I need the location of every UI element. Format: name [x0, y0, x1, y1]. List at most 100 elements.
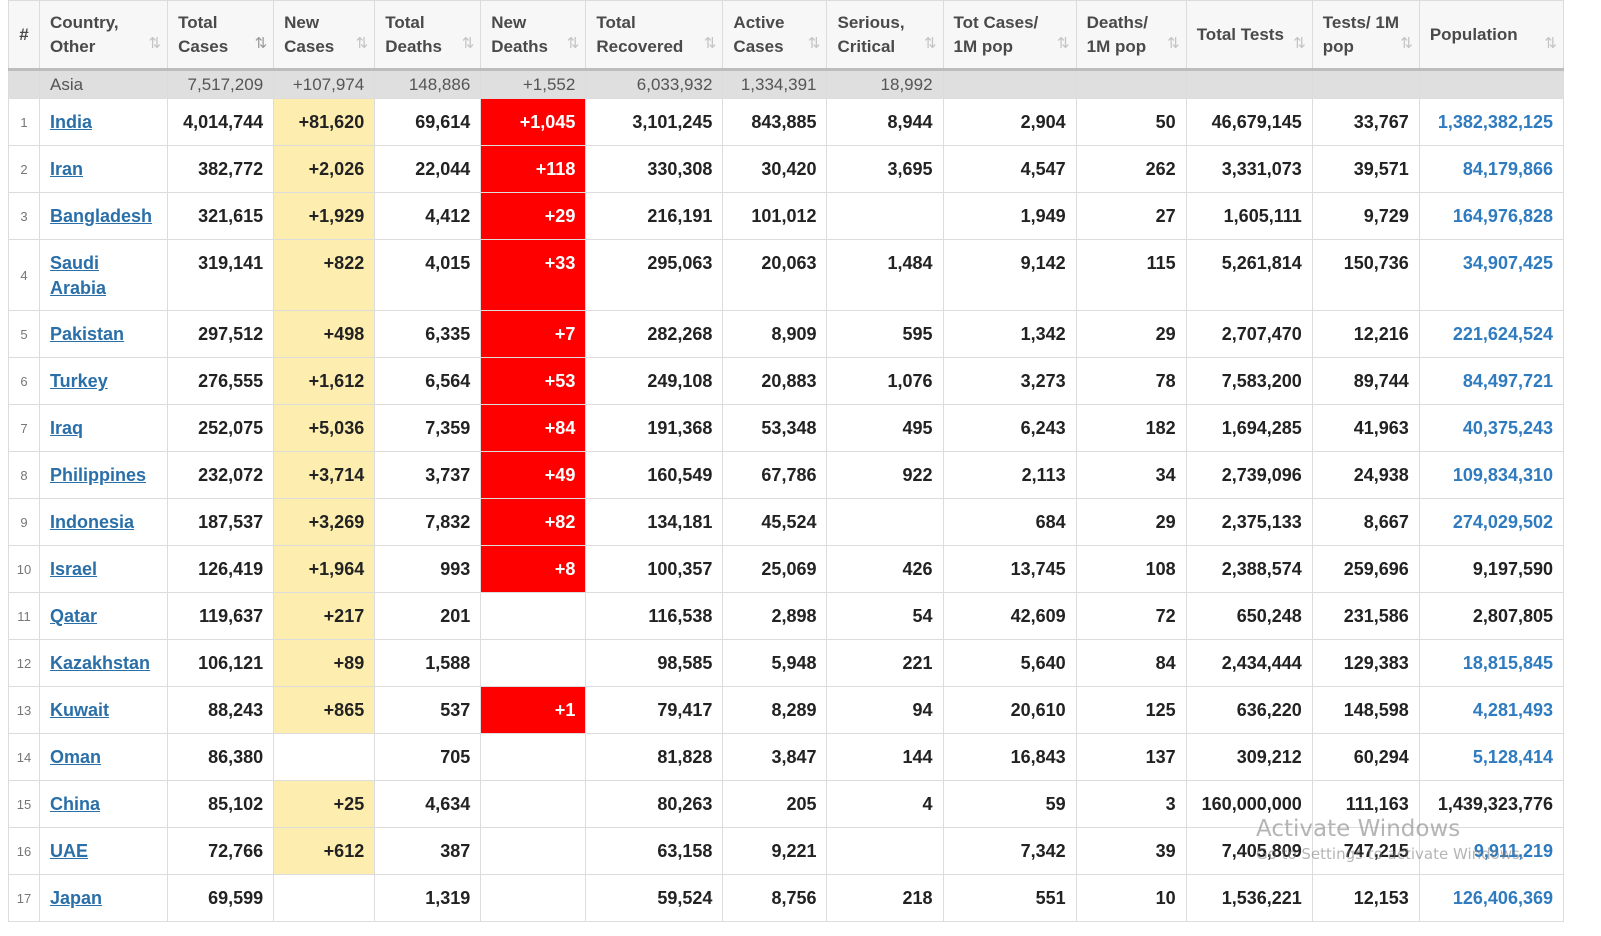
region-total-deaths: 148,886	[374, 68, 482, 99]
new-deaths-cell: +49	[480, 451, 587, 499]
table-row: 15 China 85,102 +25 4,634 80,263 205 4 59 3 160,00…	[7, 780, 1565, 828]
population-link[interactable]: 84,497,721	[1418, 357, 1565, 405]
region-tests-per-m	[1311, 68, 1420, 99]
country-cell: Saudi Arabia	[39, 239, 169, 311]
sort-icon[interactable]: ⇅	[1544, 35, 1556, 52]
population-link[interactable]: 40,375,243	[1418, 404, 1565, 452]
country-cell: China	[39, 780, 169, 828]
tests-per-m-cell: 39,571	[1311, 145, 1420, 193]
country-cell: Pakistan	[39, 310, 169, 358]
country-link[interactable]: China	[50, 794, 101, 814]
population-link[interactable]: 18,815,845	[1418, 639, 1565, 687]
country-cell: Indonesia	[39, 498, 169, 546]
population-cell: 9,197,590	[1418, 545, 1565, 593]
header-serious[interactable]: Serious, Critical ⇅	[826, 0, 944, 70]
population-link[interactable]: 126,406,369	[1418, 874, 1565, 922]
tests-per-m-cell: 129,383	[1311, 639, 1420, 687]
country-link[interactable]: India	[50, 112, 93, 132]
sort-icon[interactable]: ⇅	[807, 35, 820, 52]
total-recovered-cell: 100,357	[585, 545, 724, 593]
cases-per-m-cell: 551	[942, 874, 1077, 922]
sort-icon[interactable]: ⇅	[254, 35, 267, 52]
header-tests-per-m[interactable]: Tests/ 1M pop ⇅	[1311, 0, 1420, 70]
population-link[interactable]: 9,911,219	[1418, 827, 1565, 875]
deaths-per-m-cell: 262	[1075, 145, 1187, 193]
new-deaths-cell: +29	[480, 192, 587, 240]
header-active-cases[interactable]: Active Cases ⇅	[722, 0, 828, 70]
country-link[interactable]: Qatar	[50, 606, 98, 626]
country-link[interactable]: Oman	[50, 747, 102, 767]
sort-icon[interactable]: ⇅	[1167, 35, 1179, 52]
header-cases-per-m[interactable]: Tot Cases/ 1M pop ⇅	[942, 0, 1077, 70]
header-country[interactable]: Country, Other ⇅	[39, 0, 169, 70]
country-link[interactable]: Israel	[50, 559, 98, 579]
header-total-deaths[interactable]: Total Deaths ⇅	[374, 0, 482, 70]
country-link[interactable]: Turkey	[50, 371, 108, 391]
sort-icon[interactable]: ⇅	[1057, 35, 1069, 52]
country-link[interactable]: Philippines	[50, 465, 147, 485]
active-cases-cell: 8,909	[722, 310, 828, 358]
population-link[interactable]: 109,834,310	[1418, 451, 1565, 499]
country-link[interactable]: Iran	[50, 159, 84, 179]
header-deaths-per-m[interactable]: Deaths/ 1M pop ⇅	[1075, 0, 1187, 70]
rank-cell: 6	[7, 357, 41, 405]
sort-icon[interactable]: ⇅	[1293, 35, 1305, 52]
country-link[interactable]: Kazakhstan	[50, 653, 151, 673]
sort-icon[interactable]: ⇅	[1400, 35, 1412, 52]
country-cell: UAE	[39, 827, 169, 875]
population-link[interactable]: 164,976,828	[1418, 192, 1565, 240]
rank-cell: 15	[7, 780, 41, 828]
country-link[interactable]: Indonesia	[50, 512, 135, 532]
country-link[interactable]: Iraq	[50, 418, 84, 438]
cases-per-m-cell: 2,904	[942, 98, 1077, 146]
header-total-cases[interactable]: Total Cases ⇅	[167, 0, 275, 70]
population-link[interactable]: 274,029,502	[1418, 498, 1565, 546]
sort-icon[interactable]: ⇅	[923, 35, 936, 52]
new-cases-cell: +3,269	[273, 498, 376, 546]
serious-cell: 426	[826, 545, 944, 593]
total-recovered-cell: 330,308	[585, 145, 724, 193]
sort-icon[interactable]: ⇅	[355, 35, 368, 52]
country-link[interactable]: Kuwait	[50, 700, 110, 720]
table-row: 11 Qatar 119,637 +217 201 116,538 2,898 54 42,60…	[7, 592, 1565, 640]
total-cases-cell: 126,419	[167, 545, 275, 593]
tests-per-m-cell: 148,598	[1311, 686, 1420, 734]
country-link[interactable]: Japan	[50, 888, 103, 908]
header-new-deaths[interactable]: New Deaths ⇅	[480, 0, 587, 70]
population-link[interactable]: 221,624,524	[1418, 310, 1565, 358]
country-link[interactable]: Pakistan	[50, 324, 125, 344]
sort-icon[interactable]: ⇅	[148, 35, 161, 52]
total-deaths-cell: 22,044	[374, 145, 482, 193]
header-total-tests[interactable]: Total Tests ⇅	[1185, 0, 1313, 70]
new-deaths-cell	[480, 733, 587, 781]
sort-icon[interactable]: ⇅	[461, 35, 474, 52]
cases-per-m-cell: 7,342	[942, 827, 1077, 875]
population-link[interactable]: 5,128,414	[1418, 733, 1565, 781]
sort-icon[interactable]: ⇅	[703, 35, 716, 52]
country-link[interactable]: Saudi Arabia	[50, 253, 107, 298]
country-link[interactable]: Bangladesh	[50, 206, 153, 226]
active-cases-cell: 3,847	[722, 733, 828, 781]
country-link[interactable]: UAE	[50, 841, 89, 861]
cases-per-m-cell: 59	[942, 780, 1077, 828]
deaths-per-m-cell: 125	[1075, 686, 1187, 734]
header-population[interactable]: Population ⇅	[1418, 0, 1565, 70]
population-link[interactable]: 84,179,866	[1418, 145, 1565, 193]
rank-cell: 14	[7, 733, 41, 781]
table-row: 3 Bangladesh 321,615 +1,929 4,412 +29 216,191 1…	[7, 192, 1565, 240]
country-cell: Kuwait	[39, 686, 169, 734]
serious-cell: 495	[826, 404, 944, 452]
population-cell: 2,807,805	[1418, 592, 1565, 640]
total-cases-cell: 85,102	[167, 780, 275, 828]
total-tests-cell: 7,583,200	[1185, 357, 1313, 405]
table-row: 10 Israel 126,419 +1,964 993 +8 100,357 25,069 4…	[7, 545, 1565, 593]
region-total-tests	[1185, 68, 1313, 99]
sort-icon[interactable]: ⇅	[566, 35, 579, 52]
population-link[interactable]: 1,382,382,125	[1418, 98, 1565, 146]
header-total-recovered[interactable]: Total Recovered ⇅	[585, 0, 724, 70]
rank-cell: 7	[7, 404, 41, 452]
header-new-cases[interactable]: New Cases ⇅	[273, 0, 376, 70]
population-link[interactable]: 34,907,425	[1418, 239, 1565, 311]
deaths-per-m-cell: 3	[1075, 780, 1187, 828]
population-link[interactable]: 4,281,493	[1418, 686, 1565, 734]
